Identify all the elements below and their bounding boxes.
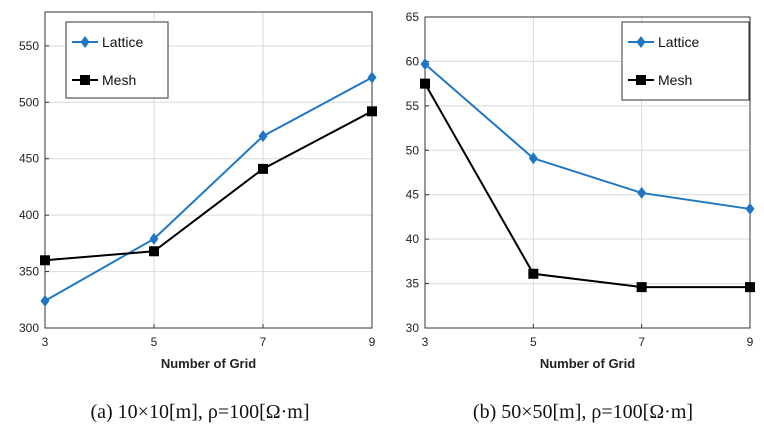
series-line-mesh [44,110,373,262]
x-tick-label: 3 [42,335,49,349]
legend-label-lattice: Lattice [102,34,143,50]
x-tick-label: 9 [369,335,376,349]
x-axis-label: Number of Grid [540,356,635,371]
data-point-mesh [745,282,755,293]
data-point-mesh [420,78,430,89]
y-tick-label: 55 [406,99,420,113]
y-tick-label: 400 [19,208,39,222]
data-point-mesh [149,246,159,257]
y-tick-label: 50 [406,143,420,157]
data-point-lattice [528,152,538,165]
legend-label-lattice: Lattice [658,34,699,50]
legend: Lattice Mesh [621,21,750,101]
legend-box [621,21,750,101]
legend-box [65,21,169,99]
axes-frame [44,11,373,329]
legend-marker-lattice [636,36,646,48]
data-point-lattice [745,202,755,215]
legend-marker-mesh [80,75,90,85]
y-tick-label: 40 [406,232,420,246]
data-point-lattice [420,58,430,71]
legend-marker-mesh [636,75,646,85]
data-point-lattice [367,71,377,84]
y-tick-label: 350 [19,265,39,279]
x-tick-label: 7 [638,335,645,349]
series-line-lattice [424,63,751,210]
series-line-lattice [44,76,373,302]
y-tick-label: 35 [406,277,420,291]
x-axis-label: Number of Grid [161,356,256,371]
series-line-mesh [424,83,750,289]
y-tick-label: 450 [19,152,39,166]
legend-marker-lattice [80,36,90,48]
data-point-lattice [637,186,647,199]
data-point-mesh [258,163,268,174]
y-tick-label: 550 [19,39,39,53]
y-tick-label: 45 [406,188,420,202]
y-tick-label: 500 [19,95,39,109]
y-tick-label: 30 [406,321,420,335]
x-tick-label: 7 [260,335,267,349]
legend-label-mesh: Mesh [102,72,136,88]
axes-frame [424,16,751,329]
x-tick-label: 3 [422,335,429,349]
data-point-mesh [40,255,50,266]
chart-a: 300 350 400 450 500 550 3 5 7 9 Number of Grid Latt… [19,11,377,423]
chart-caption: (b) 50×50[m], ρ=100[Ω·m] [473,401,693,423]
data-point-mesh [367,106,377,117]
legend-label-mesh: Mesh [658,72,692,88]
x-tick-label: 5 [530,335,537,349]
chart-caption: (a) 10×10[m], ρ=100[Ω·m] [90,401,309,423]
y-tick-label: 65 [406,10,420,24]
data-point-lattice [149,232,159,245]
data-point-lattice [258,130,268,143]
data-point-mesh [528,268,539,279]
y-tick-label: 60 [406,54,420,68]
x-tick-label: 9 [747,335,754,349]
y-tick-label: 300 [19,321,39,335]
data-point-lattice [40,294,50,307]
data-point-mesh [636,282,647,293]
x-tick-label: 5 [151,335,158,349]
legend: Lattice Mesh [65,21,169,99]
